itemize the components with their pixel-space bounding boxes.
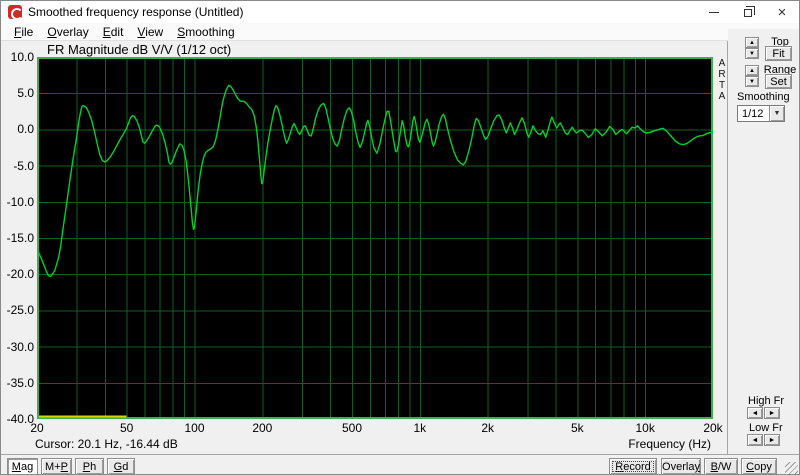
toolbar-button-record[interactable]: Record — [609, 458, 657, 474]
range-up-button[interactable]: ▲ — [745, 65, 759, 76]
menu-item-smoothing[interactable]: Smoothing — [177, 24, 235, 39]
x-tick-label: 1k — [413, 421, 427, 435]
window-title: Smoothed frequency response (Untitled) — [28, 5, 244, 19]
high-fr-left-button[interactable]: ◄ — [747, 407, 763, 419]
arta-watermark: A R T A — [718, 58, 726, 102]
x-tick-label: 500 — [341, 421, 363, 435]
y-tick-label: -5.0 — [13, 158, 34, 173]
x-tick-label: 20k — [703, 421, 723, 435]
toolbar-button-overlay[interactable]: Overlay — [661, 458, 701, 474]
top-down-button[interactable]: ▼ — [745, 48, 759, 59]
x-tick-label: 10k — [635, 421, 655, 435]
y-tick-label: -25.0 — [6, 303, 34, 318]
plot-frame-border — [37, 57, 713, 419]
toolbar-button-gd[interactable]: Gd — [107, 458, 135, 474]
y-tick-label: -35.0 — [6, 375, 34, 390]
x-axis-title: Frequency (Hz) — [628, 437, 711, 451]
side-control-panel: ▲ ▼ Top Fit ▲ ▼ Range Set Smoothing 1/12… — [728, 29, 799, 454]
toolbar-button-ph[interactable]: Ph — [75, 458, 104, 474]
menu-item-file[interactable]: File — [14, 24, 34, 39]
set-button[interactable]: Set — [765, 74, 792, 89]
resize-grip[interactable] — [785, 462, 798, 474]
arta-app-icon — [8, 5, 23, 20]
y-tick-label: -20.0 — [6, 267, 34, 282]
x-tick-label: 5k — [570, 421, 584, 435]
y-tick-label: 5.0 — [17, 86, 34, 101]
low-fr-right-button[interactable]: ► — [764, 434, 780, 446]
menu-item-view[interactable]: View — [137, 24, 164, 39]
fit-button[interactable]: Fit — [765, 46, 792, 61]
toolbar-button-bw[interactable]: B/W — [704, 458, 738, 474]
range-label: Range — [763, 64, 797, 76]
range-down-button[interactable]: ▼ — [745, 76, 759, 87]
plot-title: FR Magnitude dB V/V (1/12 oct) — [47, 42, 232, 57]
toolbar-button-mag[interactable]: Mag — [7, 458, 38, 474]
plot-canvas[interactable] — [36, 57, 714, 419]
menu-item-edit[interactable]: Edit — [102, 24, 124, 39]
toolbar-button-copy[interactable]: Copy — [741, 458, 777, 474]
menu-item-overlay[interactable]: Overlay — [47, 24, 89, 39]
frequency-response-curve — [36, 84, 714, 278]
high-fr-right-button[interactable]: ► — [764, 407, 780, 419]
bottom-toolbar: Mag M+P Ph Gd Record Overlay B/W Copy — [1, 454, 799, 474]
restore-icon — [744, 6, 755, 17]
smoothing-value: 1/12 — [742, 108, 764, 120]
restore-button[interactable] — [731, 1, 765, 23]
smoothing-combobox[interactable]: 1/12 ▼ — [737, 105, 785, 122]
y-tick-label: -15.0 — [6, 231, 34, 245]
close-button[interactable]: × — [765, 1, 799, 23]
cursor-readout: Cursor: 20.1 Hz, -16.44 dB — [35, 437, 178, 451]
x-tick-label: 20 — [30, 421, 44, 435]
title-bar: Smoothed frequency response (Untitled) × — [1, 1, 799, 23]
graph-panel: FR Magnitude dB V/V (1/12 oct) 10.0 5.0 0.… — [4, 41, 728, 454]
y-tick-label: -40.0 — [6, 412, 34, 426]
combobox-dropdown-icon[interactable]: ▼ — [769, 106, 784, 121]
toolbar-button-mp[interactable]: M+P — [41, 458, 72, 474]
close-icon: × — [777, 3, 787, 21]
x-tick-label: 100 — [184, 421, 205, 435]
status-row: Cursor: 20.1 Hz, -16.44 dB Frequency (Hz… — [4, 437, 727, 453]
y-tick-label: 0.0 — [17, 122, 34, 137]
x-tick-label: 50 — [119, 421, 134, 435]
window-controls: × — [697, 1, 799, 23]
menu-bar: File Overlay Edit View Smoothing — [1, 23, 799, 41]
smoothing-label: Smoothing — [737, 91, 790, 103]
top-label: Top — [771, 36, 789, 48]
low-fr-left-button[interactable]: ◄ — [747, 434, 763, 446]
y-tick-label: -30.0 — [6, 339, 34, 354]
frequency-response-chart[interactable] — [36, 57, 714, 419]
x-tick-label: 200 — [252, 421, 273, 435]
minimize-icon — [709, 11, 719, 13]
y-tick-label: -10.0 — [6, 194, 34, 209]
high-fr-label: High Fr — [748, 395, 785, 407]
minimize-button[interactable] — [697, 1, 731, 23]
y-tick-label: 10.0 — [10, 50, 34, 64]
x-tick-label: 2k — [481, 421, 494, 435]
top-up-button[interactable]: ▲ — [745, 37, 759, 48]
low-fr-label: Low Fr — [749, 422, 783, 434]
